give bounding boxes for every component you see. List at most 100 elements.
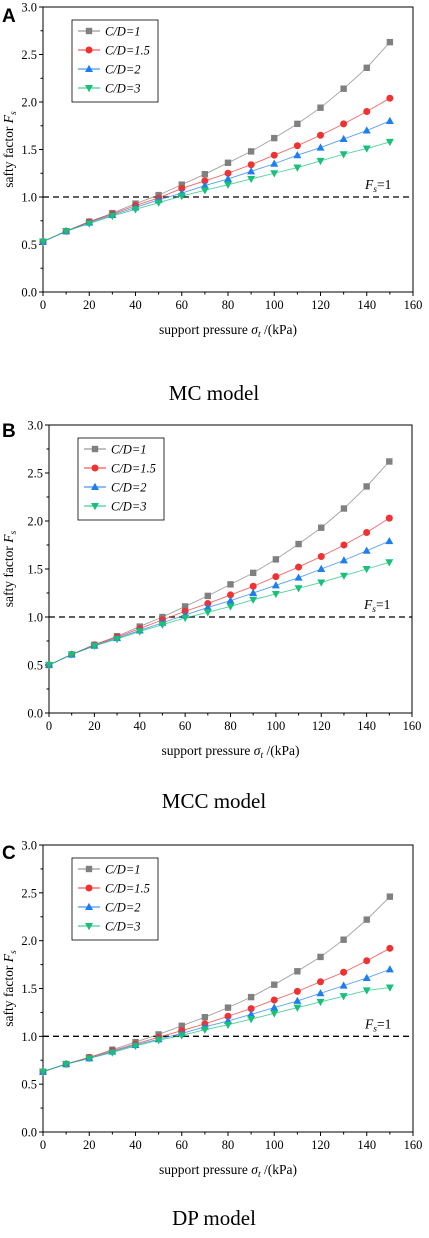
y-tick-label: 0.0 xyxy=(27,707,43,721)
legend-marker xyxy=(85,46,93,54)
data-point xyxy=(317,978,324,986)
y-tick-label: 3.0 xyxy=(21,839,37,853)
data-point xyxy=(158,621,167,629)
data-point xyxy=(362,987,371,995)
legend-label: C/D=1 xyxy=(111,443,147,457)
data-point xyxy=(247,148,255,155)
data-point xyxy=(316,989,325,997)
reference-line-label: Fs=1 xyxy=(364,1016,391,1034)
y-tick-label: 2.0 xyxy=(21,96,37,110)
data-point xyxy=(339,151,348,159)
data-point xyxy=(271,134,278,142)
data-point xyxy=(385,138,394,147)
panel-letter: C xyxy=(2,843,16,864)
data-point xyxy=(339,556,348,564)
data-point xyxy=(270,151,278,159)
x-tick-label: 60 xyxy=(176,298,189,312)
data-point xyxy=(317,953,324,961)
data-point xyxy=(108,213,117,221)
data-point xyxy=(316,143,325,151)
panel-caption: DP model xyxy=(172,1206,256,1230)
data-point xyxy=(247,161,255,169)
data-point xyxy=(363,64,370,71)
data-point xyxy=(226,603,235,611)
data-point xyxy=(363,529,371,537)
data-point xyxy=(270,1003,279,1011)
x-tick-label: 120 xyxy=(312,719,331,733)
legend: C/D=1 C/D=1.5 C/D=2 C/D=3 xyxy=(71,857,159,941)
x-tick-label: 40 xyxy=(129,298,142,312)
y-tick-label: 0.5 xyxy=(27,659,43,673)
data-point xyxy=(249,582,257,590)
data-point xyxy=(293,164,302,172)
data-point xyxy=(178,184,186,192)
x-tick-label: 40 xyxy=(134,719,147,733)
x-tick-label: 140 xyxy=(357,719,376,733)
data-point xyxy=(85,1055,94,1063)
data-point xyxy=(177,193,186,201)
data-point xyxy=(226,596,235,604)
y-tick-label: 2.5 xyxy=(21,48,37,62)
data-point xyxy=(201,1014,209,1021)
data-point xyxy=(249,569,257,577)
data-point xyxy=(247,1016,256,1024)
legend: C/D=1 C/D=1.5 C/D=2 C/D=3 xyxy=(77,437,165,521)
legend-label: C/D=1 xyxy=(105,25,141,39)
data-point xyxy=(85,220,94,228)
legend: C/D=1 C/D=1.5 C/D=2 C/D=3 xyxy=(71,19,159,103)
data-point xyxy=(386,893,394,900)
data-point xyxy=(386,458,393,465)
data-point xyxy=(386,94,394,102)
x-tick-label: 120 xyxy=(311,298,330,312)
data-point xyxy=(201,171,209,178)
x-tick-label: 160 xyxy=(404,298,423,312)
x-tick-label: 40 xyxy=(129,1138,142,1152)
panel-letter: A xyxy=(2,6,16,27)
y-tick-label: 2.5 xyxy=(21,886,37,900)
chart-panel-b: B 0 20 40 60 80 100 120 140 160 0.0 0.5 1.0 1.5 2.0 2.5… xyxy=(1,419,421,814)
legend-marker xyxy=(85,64,93,72)
data-point xyxy=(293,142,301,150)
panel-letter: B xyxy=(2,421,16,442)
data-point xyxy=(318,524,325,531)
data-point xyxy=(247,167,256,175)
data-point xyxy=(249,588,258,596)
data-point xyxy=(362,566,371,574)
x-tick-label: 0 xyxy=(40,1138,46,1152)
data-point xyxy=(39,1068,47,1076)
x-tick-label: 100 xyxy=(267,719,286,733)
x-tick-label: 60 xyxy=(179,719,192,733)
series-line xyxy=(42,141,391,243)
data-point xyxy=(227,581,234,588)
series-c-d-2 xyxy=(39,116,394,245)
data-point xyxy=(247,1005,255,1013)
series-line xyxy=(42,987,390,1073)
data-point xyxy=(363,957,371,965)
x-tick-label: 80 xyxy=(224,719,237,733)
y-axis-label: safty factor Fs xyxy=(1,111,19,188)
legend-marker xyxy=(85,27,93,35)
data-point xyxy=(224,1004,232,1011)
data-point xyxy=(200,181,209,189)
data-point xyxy=(385,116,394,124)
legend-label: C/D=3 xyxy=(111,500,147,514)
data-point xyxy=(295,563,303,571)
data-point xyxy=(131,1042,140,1051)
data-point xyxy=(294,120,301,128)
data-point xyxy=(224,1021,232,1030)
data-point xyxy=(316,157,325,166)
data-point xyxy=(339,134,348,143)
data-point xyxy=(271,981,278,988)
data-point xyxy=(108,1049,117,1057)
data-point xyxy=(247,175,256,184)
y-tick-label: 3.0 xyxy=(27,419,43,433)
series-line xyxy=(42,41,391,243)
x-axis-label: support pressure σt /(kPa) xyxy=(159,322,297,340)
legend-label: C/D=2 xyxy=(105,63,141,77)
data-point xyxy=(340,505,348,512)
data-point xyxy=(224,181,232,189)
data-point xyxy=(293,996,302,1004)
data-point xyxy=(362,546,371,554)
y-tick-label: 1.0 xyxy=(21,1030,37,1044)
data-point xyxy=(204,592,212,600)
